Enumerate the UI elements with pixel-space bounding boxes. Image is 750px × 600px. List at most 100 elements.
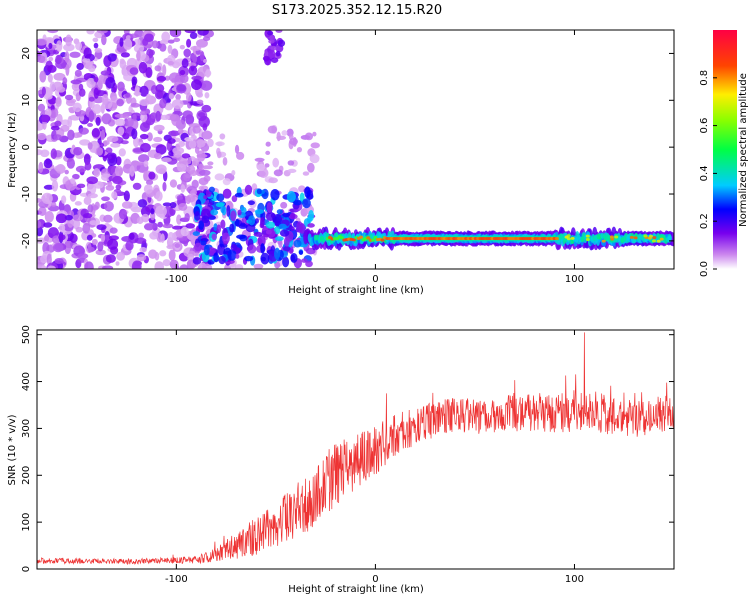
spectrogram-cell (169, 259, 179, 269)
spectrogram-cell (54, 164, 66, 172)
spectrogram-cell (274, 236, 284, 242)
spectrogram-cell (114, 118, 126, 127)
spectrogram-cell (176, 83, 187, 94)
spectrogram-cell (140, 142, 151, 153)
spectrogram-cell (159, 43, 167, 52)
spectrogram-cell (37, 103, 46, 112)
spectrogram-cell (304, 186, 311, 199)
spectrogram-cell (286, 191, 296, 203)
spectrogram-cell (200, 240, 207, 246)
spectrogram-cell (70, 177, 76, 185)
spectrogram-cell (71, 82, 81, 91)
spectrogram-cell (70, 79, 82, 85)
spectrogram-cell (214, 173, 225, 181)
spectrogram-cell (230, 210, 237, 222)
snr-y-tick-label: 400 (21, 372, 32, 391)
spectrogram-cell (84, 162, 92, 171)
spectrogram-cell (196, 92, 204, 98)
spectrogram-cell (96, 224, 107, 231)
spectrogram-cell (40, 114, 51, 123)
spectrogram-cell (153, 152, 162, 160)
spectrogram-cell (116, 98, 125, 107)
spectrogram-cell (125, 92, 131, 98)
spectrogram-cell (235, 218, 240, 227)
spectrogram-cell (205, 69, 212, 77)
spectrogram-cell (162, 259, 171, 267)
spectrogram-cell (280, 201, 288, 209)
spectrogram-cell (77, 253, 89, 259)
spectrogram-cell (134, 237, 147, 244)
spectrogram-cell (231, 170, 236, 176)
spectrogram-cell (305, 260, 313, 268)
spectrogram-cell (103, 214, 113, 223)
spectrogram-cell (175, 94, 181, 100)
spectrogram-cell (119, 37, 124, 47)
spectrogram-cell (218, 255, 226, 265)
spectrogram-cell (192, 257, 202, 265)
spectrogram-cell (143, 184, 153, 194)
snr-y-label: SNR (10 * v/v) (7, 414, 18, 485)
spectrogram-cell (58, 223, 66, 233)
spectrogram-y-label: Frequency (Hz) (7, 112, 18, 188)
spectrogram-cell (179, 69, 186, 76)
spectrogram-cell (186, 164, 196, 175)
spectrogram-cell (50, 109, 56, 118)
spectrogram-cell (101, 93, 109, 106)
spectrogram-cell (283, 236, 290, 247)
spectrogram-cell (262, 55, 270, 62)
spectrogram-cell (167, 60, 174, 66)
spectrogram-cell (138, 61, 148, 74)
spectrogram-cell (161, 31, 171, 43)
spectrogram-cell (61, 195, 67, 204)
spectrogram-cell (115, 261, 120, 266)
spectrogram-cell (95, 249, 106, 256)
spectrogram-cell (167, 138, 176, 144)
spectrogram-cell (167, 231, 175, 243)
spectrogram-y-tick-label: 10 (21, 94, 32, 107)
spectrogram-cell (213, 252, 219, 263)
spectrogram-x-tick-label: 100 (565, 274, 584, 285)
spectrogram-cell (164, 75, 171, 81)
spectrogram-cell (257, 235, 266, 247)
spectrogram-cell (570, 236, 575, 240)
spectrogram-cell (196, 153, 208, 158)
spectrogram-cell (134, 84, 140, 97)
spectrogram-cell (191, 75, 202, 81)
spectrogram-cell (185, 92, 192, 102)
spectrogram-cell (132, 136, 140, 148)
spectrogram-cell (86, 30, 95, 35)
spectrogram-cell (210, 209, 219, 216)
snr-x-tick-label: 100 (565, 574, 584, 585)
spectrogram-cell (129, 33, 139, 39)
spectrogram-cell (92, 103, 102, 115)
spectrogram-cell (40, 255, 49, 264)
spectrogram-cell (162, 181, 167, 192)
spectrogram-cell (154, 261, 165, 269)
spectrogram-cell (79, 139, 91, 146)
spectrogram-cell (207, 138, 214, 148)
spectrogram-cell (102, 140, 110, 146)
spectrogram-cell (609, 235, 614, 239)
spectrogram-cell (184, 137, 194, 142)
spectrogram-cell (186, 38, 192, 48)
spectrogram-cell (88, 65, 96, 73)
spectrogram-cell (177, 128, 184, 134)
spectrogram-cell (201, 130, 213, 140)
spectrogram-cell (67, 129, 75, 141)
spectrogram-cell (260, 243, 265, 254)
spectrogram-cell (373, 235, 378, 240)
spectrogram-cell (167, 44, 173, 54)
spectrogram-cell (76, 62, 84, 71)
spectrogram-cell (89, 220, 98, 226)
spectrogram-cell (155, 110, 161, 122)
spectrogram-cell (156, 75, 167, 82)
spectrogram-cell (37, 149, 43, 156)
spectrogram-cell (88, 110, 95, 123)
spectrogram-cell (87, 142, 93, 150)
spectrogram-cell (192, 54, 198, 64)
spectrogram-cell (203, 175, 211, 182)
spectrogram-cell (287, 168, 297, 173)
spectrogram-cell (265, 221, 276, 229)
spectrogram-cell (188, 140, 197, 149)
spectrogram-cell (279, 229, 290, 237)
